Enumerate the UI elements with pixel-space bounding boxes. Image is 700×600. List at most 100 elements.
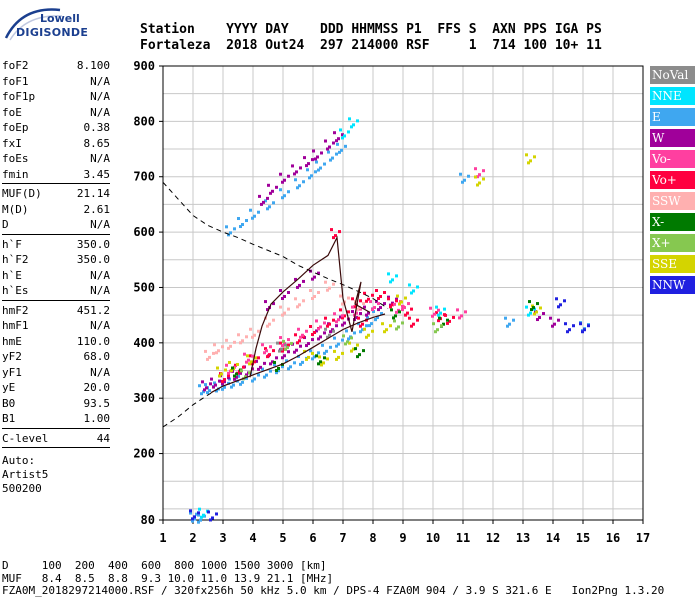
data-point: [557, 305, 560, 309]
data-point: [390, 308, 393, 312]
data-point: [317, 271, 320, 275]
data-point: [442, 322, 445, 326]
data-point: [345, 329, 348, 333]
data-point: [215, 512, 218, 516]
param-row: h`E N/A: [2, 268, 110, 284]
data-point: [410, 324, 413, 328]
data-point: [251, 335, 254, 339]
data-point: [389, 303, 392, 307]
data-point: [257, 373, 260, 377]
data-point: [504, 316, 507, 320]
data-point: [356, 355, 359, 359]
data-point: [437, 308, 440, 312]
data-point: [557, 318, 560, 322]
data-point: [359, 299, 362, 303]
param-row: foF1p N/A: [2, 89, 110, 105]
data-point: [281, 344, 284, 348]
data-point: [249, 208, 252, 212]
data-point: [309, 289, 312, 292]
data-point: [404, 296, 407, 300]
data-point: [269, 362, 272, 366]
data-point: [404, 313, 407, 317]
data-point: [533, 155, 536, 159]
data-point: [355, 316, 358, 320]
data-point: [435, 305, 438, 309]
data-point: [261, 367, 264, 371]
data-point: [218, 374, 221, 378]
data-point: [285, 359, 288, 363]
param-name: C-level: [2, 431, 49, 445]
data-point: [538, 316, 541, 320]
data-point: [299, 166, 302, 170]
data-point: [568, 328, 571, 332]
data-point: [208, 355, 211, 359]
data-point: [532, 306, 535, 310]
data-point: [335, 344, 338, 348]
data-point: [317, 362, 320, 366]
footer: D 100 200 400 600 800 1000 1500 3000 [km…: [2, 559, 664, 598]
param-row: foEs N/A: [2, 151, 110, 167]
legend-item: E: [650, 108, 695, 126]
data-point: [272, 201, 275, 205]
param-name: D: [2, 218, 9, 231]
data-point: [333, 336, 336, 340]
data-point: [335, 152, 338, 156]
data-point: [234, 363, 237, 367]
data-point: [351, 297, 354, 301]
data-point: [307, 355, 310, 359]
data-point: [341, 351, 344, 355]
data-point: [407, 302, 410, 306]
data-point: [265, 373, 268, 377]
data-point: [328, 145, 331, 149]
data-point: [237, 333, 240, 337]
param-name: hmF1: [2, 319, 29, 332]
data-point: [229, 231, 232, 235]
data-point: [587, 324, 590, 328]
data-point: [267, 183, 270, 187]
data-point: [506, 324, 509, 328]
data-point: [385, 328, 388, 332]
data-point: [287, 291, 290, 294]
data-point: [227, 233, 230, 237]
legend-item: X+: [650, 234, 695, 252]
data-point: [239, 382, 242, 386]
data-point: [261, 343, 264, 347]
data-point: [227, 371, 230, 375]
y-tick-label: 400: [133, 336, 155, 350]
data-point: [375, 300, 378, 304]
param-value: N/A: [90, 319, 110, 332]
data-point: [246, 354, 249, 358]
data-point: [257, 329, 260, 333]
param-value: 68.0: [83, 350, 111, 363]
param-value: N/A: [90, 105, 110, 119]
profile-trace-line: [249, 235, 371, 378]
data-point: [266, 196, 269, 200]
data-point: [293, 350, 296, 354]
data-point: [251, 367, 254, 371]
data-point: [205, 386, 208, 390]
data-point: [319, 325, 322, 329]
data-point: [377, 308, 380, 312]
data-point: [316, 155, 319, 159]
data-point: [335, 139, 338, 143]
data-point: [329, 330, 332, 334]
data-point: [230, 385, 233, 389]
data-point: [564, 322, 567, 326]
data-point: [350, 336, 353, 340]
data-point: [295, 170, 298, 174]
param-name: h`E: [2, 268, 22, 282]
data-point: [303, 349, 306, 353]
data-point: [253, 377, 256, 381]
data-point: [324, 327, 327, 331]
data-point: [320, 151, 323, 155]
data-point: [279, 341, 282, 345]
param-row: foE N/A: [2, 105, 110, 121]
data-point: [209, 518, 212, 522]
data-point: [341, 314, 344, 318]
data-point: [269, 369, 272, 373]
data-point: [391, 303, 394, 307]
data-point: [467, 174, 470, 178]
data-point: [296, 341, 299, 345]
data-point: [336, 142, 339, 146]
data-point: [358, 306, 361, 310]
